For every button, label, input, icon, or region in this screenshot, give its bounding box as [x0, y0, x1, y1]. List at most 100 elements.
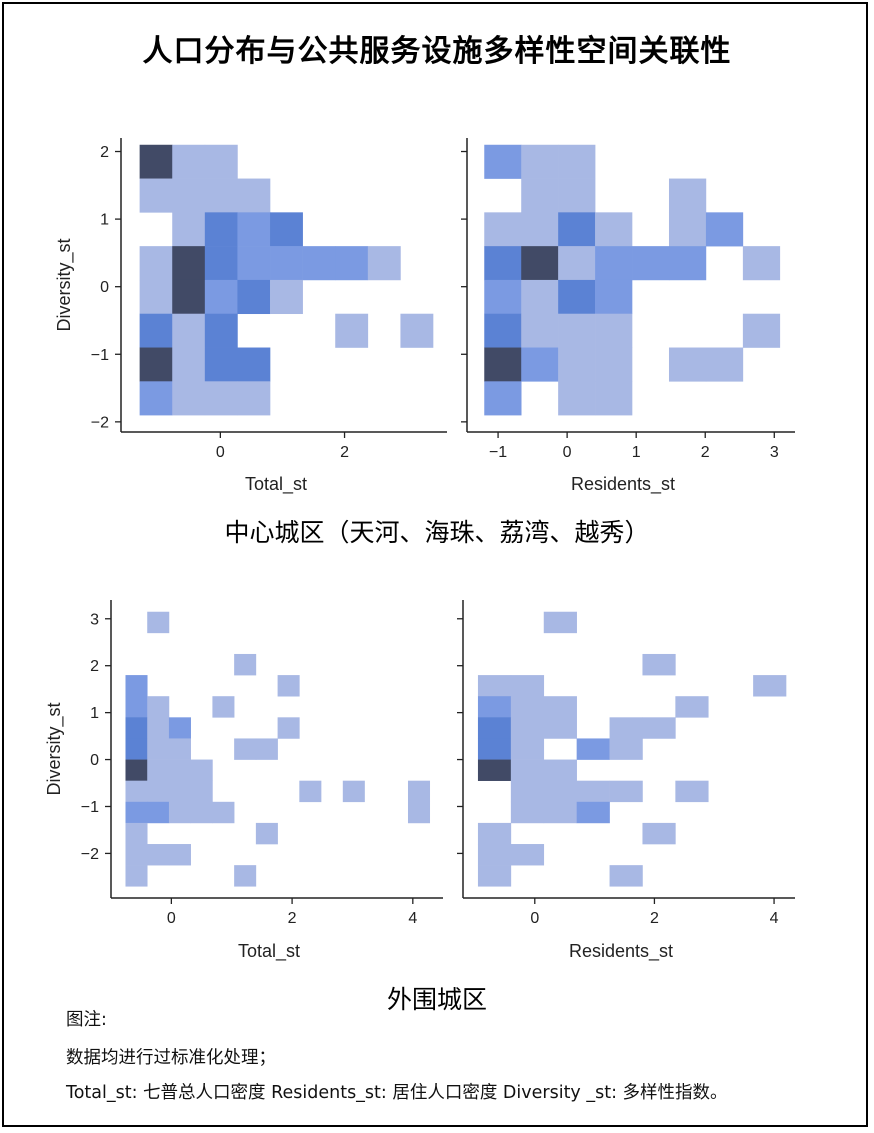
heatmap-cell [510, 759, 545, 781]
heatmap-cell [255, 822, 278, 845]
x-tick-label: 0 [530, 910, 539, 927]
figure-title: 人口分布与公共服务设施多样性空间关联性 [142, 34, 732, 69]
heatmap-cell [668, 347, 707, 382]
heatmap-cell [234, 738, 257, 760]
y-tick-label: −2 [81, 846, 99, 863]
heatmap-cell [302, 246, 336, 281]
heatmap-cell [477, 696, 512, 718]
note-standardized: 数据均进行过标准化处理； [66, 1048, 276, 1068]
heatmap-cell [367, 246, 401, 281]
heatmap-cell [335, 246, 369, 281]
heatmap-cell [521, 212, 559, 247]
heatmap-cell [147, 611, 170, 634]
heatmap-cell [139, 246, 173, 281]
heatmap-cell [521, 279, 559, 315]
heatmap-cell [558, 144, 596, 179]
heatmap-cell [510, 780, 545, 803]
x-tick-label: 2 [288, 910, 297, 927]
heatmap-cell [277, 717, 300, 739]
heatmap-cell [477, 738, 512, 760]
heatmap-cell [125, 675, 148, 697]
x-axis-label: Residents_st [569, 941, 673, 962]
y-tick-label: 2 [100, 144, 109, 161]
heatmap-cell [595, 381, 633, 416]
heatmap-cell [168, 801, 191, 824]
heatmap-cell [705, 347, 744, 382]
y-tick-label: 3 [90, 611, 99, 628]
heatmap-cell [484, 144, 522, 179]
heatmap-cell [595, 279, 633, 315]
heatmap-cell [147, 780, 170, 803]
heatmap-cell [477, 844, 512, 866]
heatmap-cell [125, 717, 148, 739]
heatmap-cell [172, 279, 206, 315]
y-tick-label: 1 [90, 705, 99, 722]
heatmap-panel-3: 0 2 4 3 2 1 0 −1 −2 Total_st Diversity_st [44, 600, 443, 962]
heatmap-cell [168, 738, 191, 760]
x-tick-label: 0 [167, 910, 176, 927]
heatmap-cell [595, 347, 633, 382]
heatmap-cell [237, 279, 271, 315]
heatmap-cell [212, 801, 235, 824]
heatmap-cell [543, 780, 577, 803]
note-heading: 图注: [66, 1010, 107, 1030]
heatmap-cell [139, 144, 173, 179]
heatmap-cell [642, 717, 676, 739]
y-tick-label: −1 [91, 347, 109, 364]
heatmap-cell [299, 780, 322, 803]
heatmap-cell [204, 279, 238, 315]
heatmap-cell [632, 246, 670, 281]
heatmap-cell [172, 347, 206, 382]
x-axis-label: Total_st [238, 941, 300, 962]
heatmap-cell [510, 675, 545, 697]
heatmap-cell [668, 212, 707, 247]
heatmap-cell [521, 246, 559, 281]
heatmap-cell [139, 178, 173, 213]
heatmap-cell [147, 717, 170, 739]
heatmap-cell [484, 246, 522, 281]
x-tick-label: 1 [632, 444, 641, 461]
heatmap-cell [139, 347, 173, 382]
heatmap-panel-4: 0 2 4 Residents_st [457, 600, 795, 962]
heatmap-cell [147, 696, 170, 718]
heatmap-cell [204, 178, 238, 213]
heatmap-cell [609, 738, 643, 760]
heatmap-cell [558, 279, 596, 315]
heatmap-cell [168, 844, 191, 866]
heatmap-cell [270, 212, 303, 247]
heatmap-cell [558, 212, 596, 247]
heatmap-panel-2: −1 0 1 2 3 Residents_st [461, 138, 795, 495]
heatmap-cell [204, 144, 238, 179]
heatmap-cell [255, 738, 278, 760]
heatmap-cell [172, 212, 206, 247]
heatmap-cell [147, 759, 170, 781]
heatmap-cell [642, 822, 676, 845]
x-axis-label: Residents_st [571, 474, 675, 495]
x-tick-label: 2 [650, 910, 659, 927]
x-tick-label: 4 [770, 910, 779, 927]
heatmap-cell [484, 313, 522, 348]
y-tick-label: −1 [81, 799, 99, 816]
y-tick-label: −2 [91, 414, 109, 431]
x-tick-label: 0 [216, 444, 225, 461]
heatmap-cell [237, 212, 271, 247]
heatmap-cell [576, 801, 610, 824]
heatmap-cell [237, 178, 271, 213]
heatmap-cell [742, 246, 781, 281]
x-tick-label: 0 [563, 444, 572, 461]
heatmap-cell [510, 738, 545, 760]
heatmap-cell [642, 653, 676, 676]
heatmap-cell [139, 381, 173, 416]
heatmap-cell [558, 347, 596, 382]
heatmap-cell [543, 759, 577, 781]
heatmap-cell [558, 246, 596, 281]
heatmap-cell [147, 801, 170, 824]
heatmap-cell [484, 381, 522, 416]
section-title-central: 中心城区（天河、海珠、荔湾、越秀） [224, 518, 650, 547]
heatmap-cell [270, 246, 303, 281]
heatmap-cell [204, 246, 238, 281]
y-tick-label: 2 [90, 658, 99, 675]
note-variable-definitions: Total_st: 七普总人口密度 Residents_st: 居住人口密度 D… [66, 1083, 728, 1103]
heatmap-cell [477, 759, 512, 781]
